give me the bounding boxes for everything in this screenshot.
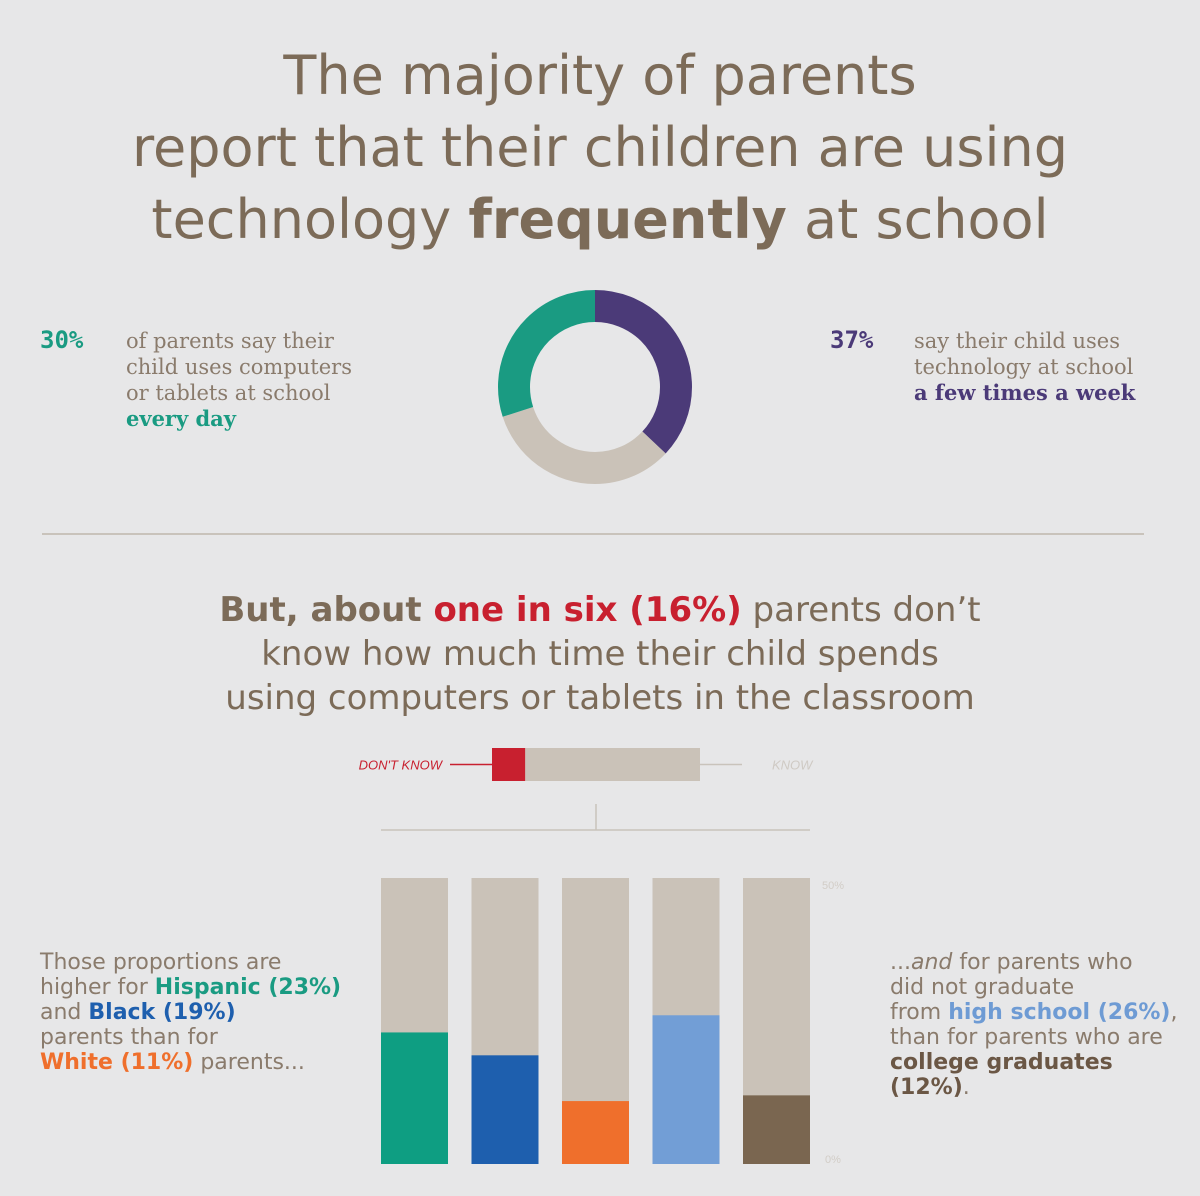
demographic-bar-chart: 50% 0%	[381, 804, 844, 1166]
sub-headline-line-1-end: parents don’t	[741, 590, 981, 630]
race-note-line-2: higher for	[40, 975, 155, 1000]
education-note-from: from	[890, 1000, 949, 1025]
education-note-ellipsis: ...	[890, 950, 911, 975]
donut-slice-every-day	[498, 290, 692, 484]
race-note-and: and	[40, 1000, 89, 1025]
headline-emphasis: frequently	[468, 188, 787, 251]
tick-label-min: 0%	[825, 1154, 841, 1166]
few-times-week-percent: 37%	[830, 326, 874, 354]
bar-white	[562, 1101, 629, 1164]
bar-hispanic	[381, 1032, 448, 1164]
education-note-and: and	[910, 950, 953, 975]
headline-line-1: The majority of parents	[283, 44, 917, 107]
every-day-line-2: child uses computers	[126, 355, 352, 379]
sub-headline-highlight: one in six (16%)	[433, 590, 742, 630]
education-note-comma: ,	[1170, 1000, 1178, 1025]
few-times-week-description: say their child uses technology at schoo…	[914, 328, 1194, 406]
sub-headline-lead: But, about	[219, 590, 434, 630]
bar-college-graduates	[743, 1095, 810, 1164]
race-note-end: parents...	[193, 1050, 305, 1075]
education-note: ...and for parents who did not graduate …	[890, 950, 1190, 1100]
high-school-label: high school (26%)	[948, 1000, 1171, 1025]
hispanic-label: Hispanic (23%)	[154, 975, 342, 1000]
bar-high-school	[652, 1015, 720, 1164]
every-day-highlight: every day	[126, 406, 236, 431]
section-divider	[42, 533, 1144, 535]
education-note-line-4: than for parents who are	[890, 1025, 1163, 1050]
dont-know-label: DON'T KNOW	[359, 758, 444, 773]
every-day-line-3: or tablets at school	[126, 381, 331, 405]
every-day-percent: 30%	[40, 326, 84, 354]
usage-donut-chart	[498, 290, 692, 484]
sub-headline-line-2: know how much time their child spends	[261, 634, 939, 674]
race-note: Those proportions are higher for Hispani…	[40, 950, 360, 1075]
race-note-line-4: parents than for	[40, 1025, 218, 1050]
few-times-week-highlight: a few times a week	[914, 380, 1136, 405]
white-label: White (11%)	[40, 1050, 194, 1075]
sub-headline-line-3: using computers or tablets in the classr…	[225, 678, 975, 718]
know-label: KNOW	[772, 758, 814, 773]
black-label: Black (19%)	[88, 1000, 236, 1025]
education-note-end: .	[962, 1075, 970, 1100]
donut-slice-other	[498, 290, 692, 484]
tick-label-max: 50%	[822, 880, 844, 892]
headline-line-2: report that their children are using	[131, 116, 1069, 179]
headline-line-3-pre: technology	[151, 188, 469, 251]
headline-line-3-post: at school	[786, 188, 1049, 251]
bar-black	[471, 1055, 539, 1164]
every-day-description: of parents say their child uses computer…	[126, 328, 446, 432]
dont-know-stacked-bar: DON'T KNOW KNOW	[359, 748, 814, 781]
college-label: college graduates (12%)	[890, 1050, 1113, 1100]
know-segment	[525, 748, 700, 781]
headline: The majority of parents report that thei…	[60, 40, 1140, 256]
education-note-line-1: for parents who	[952, 950, 1133, 975]
few-times-week-line-2: technology at school	[914, 355, 1134, 379]
sub-headline: But, about one in six (16%) parents don’…	[150, 588, 1050, 720]
dont-know-segment	[492, 748, 526, 781]
race-note-line-1: Those proportions are	[40, 950, 282, 975]
education-note-line-2: did not graduate	[890, 975, 1075, 1000]
every-day-line-1: of parents say their	[126, 329, 334, 353]
few-times-week-line-1: say their child uses	[914, 329, 1121, 353]
